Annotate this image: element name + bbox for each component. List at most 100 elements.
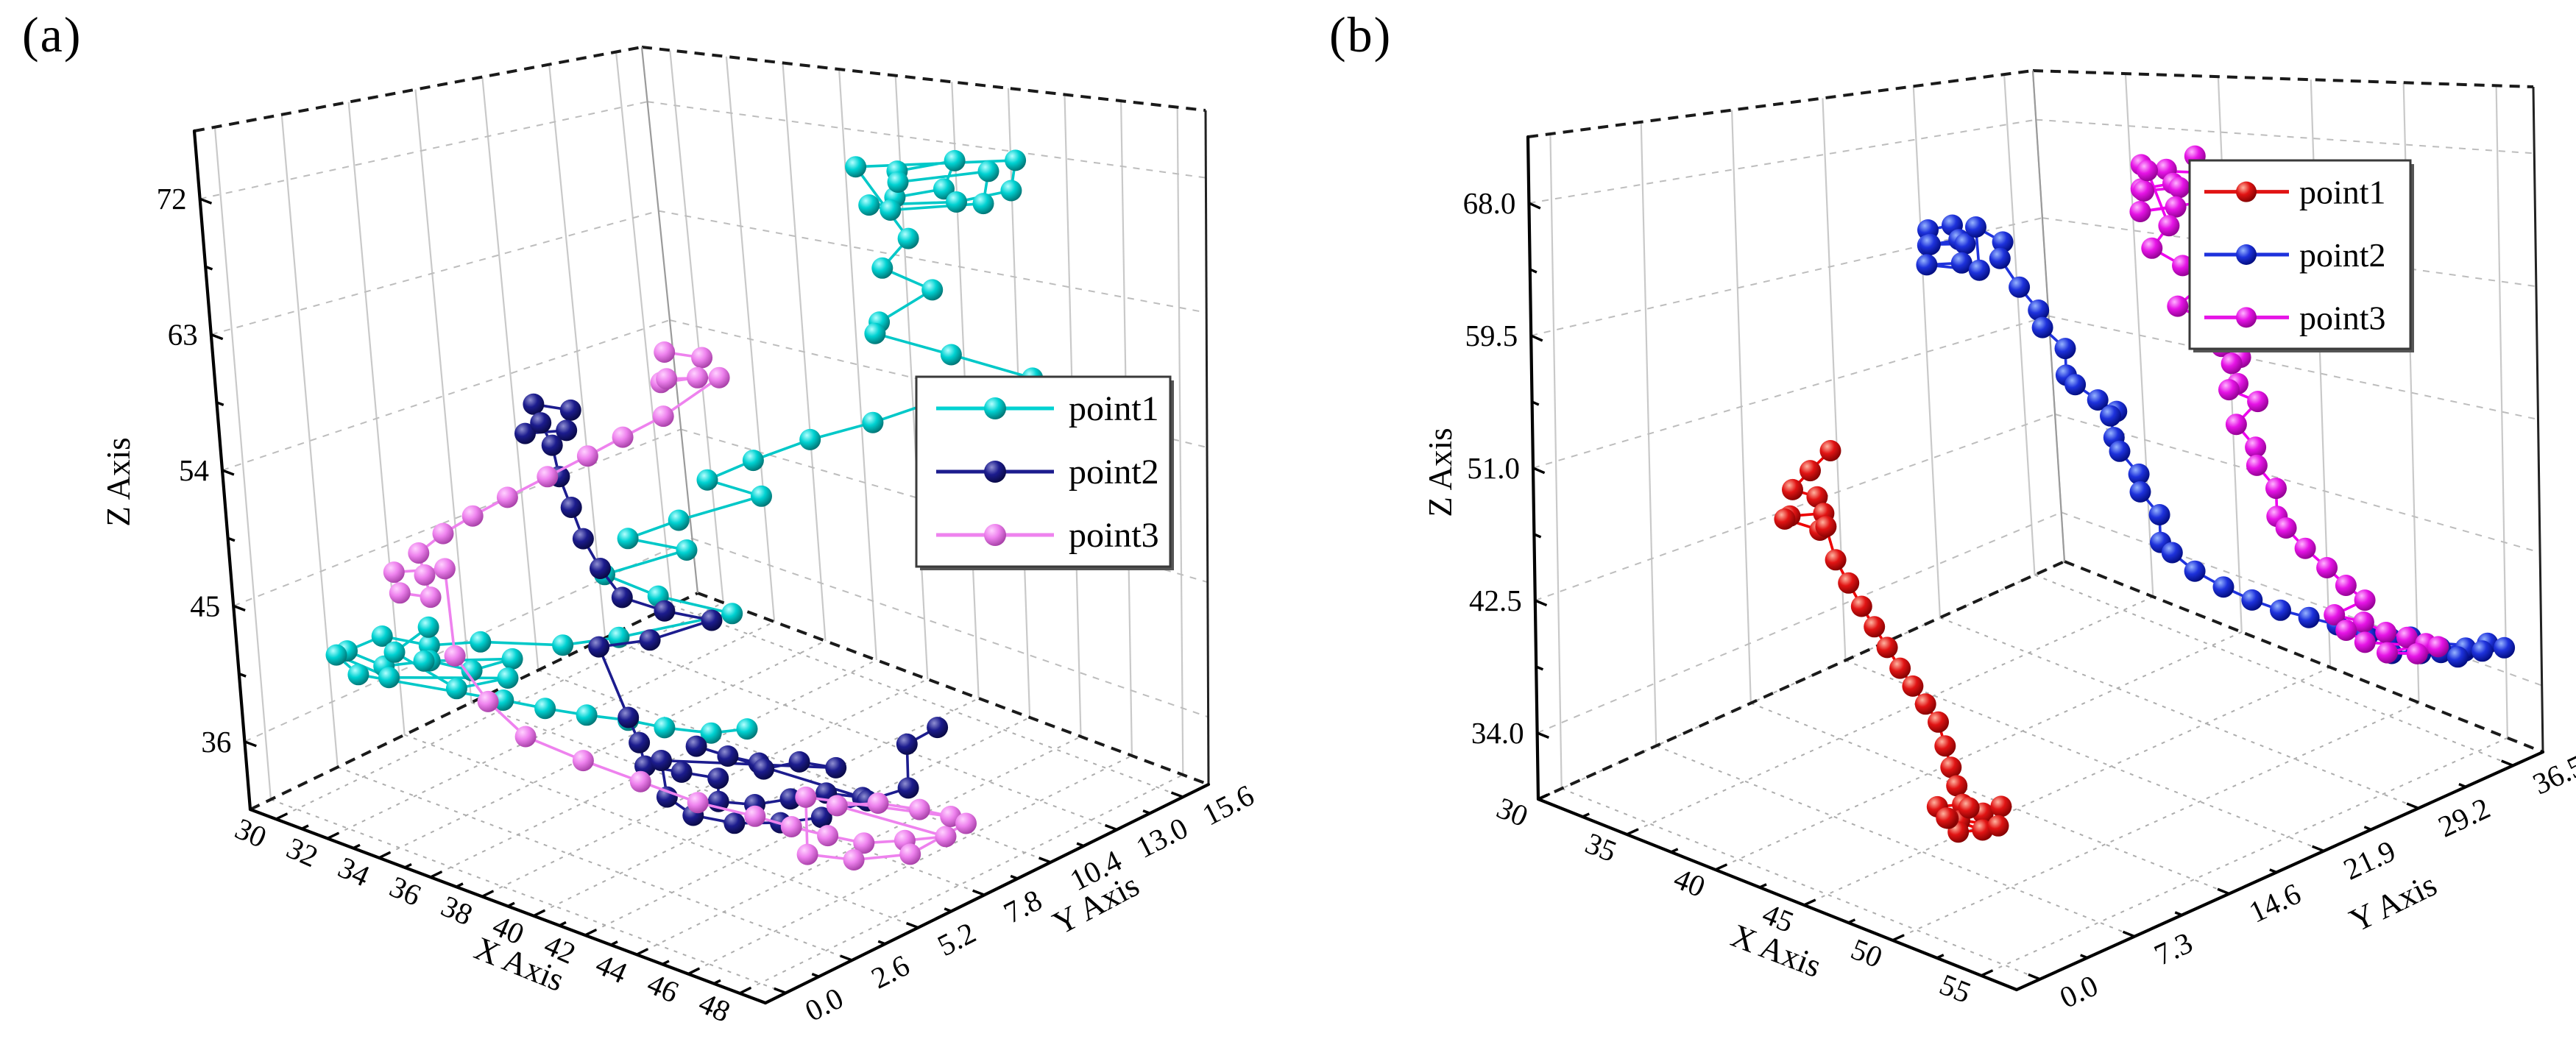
data-point-point1 bbox=[1914, 693, 1936, 715]
svg-text:30: 30 bbox=[1492, 790, 1532, 833]
data-point-point1 bbox=[871, 257, 894, 279]
data-point-point2 bbox=[723, 812, 746, 834]
legend-item-point3: point3 bbox=[2204, 299, 2386, 336]
data-point-point2 bbox=[2054, 338, 2076, 360]
data-point-point1 bbox=[1934, 735, 1956, 757]
data-point-point2 bbox=[572, 528, 594, 550]
data-point-point1 bbox=[1800, 460, 1821, 482]
panel-label-a: (a) bbox=[22, 7, 82, 63]
legend-label-point3: point3 bbox=[1069, 516, 1159, 555]
svg-text:7.8: 7.8 bbox=[998, 883, 1047, 930]
data-point-point2 bbox=[788, 751, 810, 773]
data-point-point3 bbox=[935, 826, 957, 848]
series-point2 bbox=[514, 393, 949, 834]
legend-item-point2: point2 bbox=[2204, 236, 2386, 274]
data-point-point1 bbox=[1005, 149, 1027, 171]
data-point-point2 bbox=[2161, 542, 2183, 564]
legend: point1 point2 point3 bbox=[2188, 159, 2414, 352]
data-point-point1 bbox=[1850, 595, 1872, 617]
legend-item-point1: point1 bbox=[2204, 174, 2386, 211]
data-point-point2 bbox=[2494, 636, 2516, 659]
data-point-point1 bbox=[1987, 815, 2009, 837]
data-point-point2 bbox=[1989, 247, 2011, 269]
data-point-point2 bbox=[611, 586, 633, 609]
data-point-point3 bbox=[744, 805, 766, 827]
data-point-point1 bbox=[1774, 508, 1796, 530]
data-point-point1 bbox=[944, 149, 966, 171]
legend-item-point3: point3 bbox=[936, 516, 1159, 555]
svg-text:59.5: 59.5 bbox=[1465, 319, 1518, 352]
data-point-point2 bbox=[670, 761, 693, 783]
data-point-point2 bbox=[1916, 254, 1938, 276]
y-axis: 0.02.65.27.810.413.015.6 bbox=[774, 778, 1259, 1028]
data-point-point1 bbox=[1819, 440, 1841, 461]
data-point-point2 bbox=[654, 600, 676, 622]
legend-label-point2: point2 bbox=[1069, 453, 1159, 492]
data-point-point3 bbox=[434, 558, 456, 580]
data-point-point3 bbox=[2247, 391, 2269, 413]
data-point-point2 bbox=[651, 750, 672, 771]
svg-text:55: 55 bbox=[1935, 967, 1975, 1010]
data-point-point1 bbox=[977, 160, 999, 182]
data-point-point2 bbox=[523, 393, 545, 415]
legend-item-point1: point1 bbox=[936, 389, 1159, 428]
data-point-point2 bbox=[2128, 463, 2150, 485]
data-point-point1 bbox=[921, 279, 944, 301]
data-point-point1 bbox=[383, 641, 406, 663]
data-point-point1 bbox=[858, 194, 880, 216]
svg-text:36: 36 bbox=[201, 725, 231, 759]
data-point-point1 bbox=[1838, 572, 1860, 594]
data-point-point1 bbox=[654, 717, 676, 739]
data-point-point1 bbox=[1936, 807, 1958, 829]
data-point-point1 bbox=[1864, 616, 1886, 638]
data-point-point3 bbox=[2354, 589, 2376, 611]
data-point-point3 bbox=[2316, 557, 2338, 578]
data-point-point1 bbox=[534, 698, 556, 720]
data-point-point2 bbox=[639, 629, 661, 651]
data-point-point1 bbox=[940, 344, 962, 366]
data-point-point3 bbox=[652, 405, 674, 428]
data-point-point1 bbox=[552, 634, 574, 656]
data-point-point1 bbox=[696, 469, 718, 491]
data-point-point3 bbox=[708, 366, 730, 389]
data-point-point2 bbox=[2298, 606, 2320, 628]
data-point-point2 bbox=[541, 434, 563, 456]
data-point-point3 bbox=[817, 825, 839, 847]
data-point-point3 bbox=[514, 726, 537, 748]
data-point-point1 bbox=[736, 718, 758, 740]
data-point-point1 bbox=[617, 528, 639, 550]
data-point-point2 bbox=[2031, 316, 2053, 338]
data-point-point2 bbox=[2241, 589, 2263, 611]
data-point-point2 bbox=[717, 745, 739, 767]
svg-text:63: 63 bbox=[168, 318, 198, 352]
svg-text:34: 34 bbox=[333, 850, 375, 893]
legend-marker-point2 bbox=[2236, 244, 2257, 265]
data-point-point3 bbox=[383, 561, 405, 584]
svg-text:0.0: 0.0 bbox=[799, 981, 849, 1028]
data-point-point2 bbox=[2270, 599, 2291, 621]
data-point-point1 bbox=[378, 667, 400, 689]
svg-text:2.6: 2.6 bbox=[866, 948, 915, 995]
data-point-point2 bbox=[590, 558, 611, 579]
data-point-point3 bbox=[420, 586, 442, 609]
data-point-point3 bbox=[576, 445, 598, 467]
data-point-point1 bbox=[1902, 675, 1924, 697]
data-point-point3 bbox=[389, 582, 411, 604]
svg-text:40: 40 bbox=[1669, 861, 1710, 904]
data-point-point3 bbox=[2335, 620, 2357, 641]
data-point-point3 bbox=[843, 849, 865, 870]
data-point-point2 bbox=[753, 758, 775, 780]
svg-text:30: 30 bbox=[230, 811, 272, 854]
svg-text:54: 54 bbox=[179, 453, 209, 487]
data-point-point1 bbox=[880, 199, 902, 221]
panel-label-b: (b) bbox=[1329, 7, 1393, 63]
data-point-point3 bbox=[867, 792, 889, 814]
data-point-point3 bbox=[2158, 215, 2180, 237]
data-point-point1 bbox=[676, 539, 698, 561]
svg-text:48: 48 bbox=[694, 985, 735, 1029]
data-point-point3 bbox=[2165, 196, 2187, 218]
data-point-point2 bbox=[559, 399, 581, 421]
data-point-point3 bbox=[2427, 636, 2449, 658]
data-point-point3 bbox=[408, 542, 430, 564]
data-point-point1 bbox=[887, 171, 909, 193]
